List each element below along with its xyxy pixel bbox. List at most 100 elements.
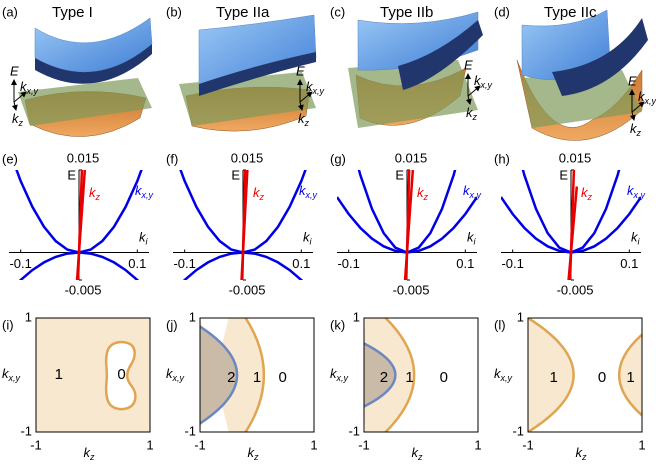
- series-label: kz: [581, 185, 593, 202]
- y-tick-label: 0.015: [395, 150, 428, 165]
- y-tick-label: 1: [25, 309, 32, 324]
- axis-kxy-label: kx,y: [638, 89, 656, 106]
- panel-title: Type I: [52, 4, 93, 21]
- x-tick-label: 1: [310, 437, 317, 452]
- series-label-sub: z: [587, 192, 593, 202]
- panel-label: (f): [166, 151, 178, 166]
- axis-e-label: E: [296, 63, 305, 78]
- series-label-sub: x,y: [141, 190, 154, 200]
- regions: [36, 318, 150, 432]
- region-label: 2: [227, 369, 235, 386]
- x-tick-label: 1: [638, 437, 645, 452]
- x-axis-label: ki: [467, 230, 477, 247]
- y-axis-label-sub: x,y: [500, 373, 513, 383]
- region-label: 1: [626, 369, 634, 386]
- x-tick-label: -1: [522, 437, 534, 452]
- y-axis-label: kx,y: [2, 366, 21, 383]
- axis-kz-label: kz: [630, 121, 642, 138]
- x-axis-label: kz: [84, 445, 96, 462]
- panel-label: (k): [330, 317, 345, 332]
- y-tick-label: 0.015: [67, 150, 100, 165]
- x-tick-label: 1: [146, 437, 153, 452]
- axis-kxy-label-sub: x,y: [312, 86, 325, 96]
- axis-kxy-label-sub: x,y: [644, 96, 656, 106]
- x-axis-label-sub: z: [417, 452, 423, 462]
- axis-kxy-label-sub: x,y: [26, 86, 39, 96]
- region-label: 1: [549, 369, 557, 386]
- x-tick-label: -0.1: [501, 256, 523, 271]
- y-axis-label: kx,y: [494, 366, 513, 383]
- series-label: kz: [89, 185, 101, 202]
- y-axis-label: E: [395, 167, 404, 182]
- figure: (a)Type IEkx,ykz(b)Type IIaEkx,ykz(c)Typ…: [0, 0, 656, 466]
- panel-title: Type IIb: [380, 4, 433, 21]
- region-fill: [36, 318, 150, 432]
- axis-kxy-label: kx,y: [474, 73, 493, 90]
- axis-e-label: E: [10, 63, 19, 78]
- y-tick-label: -0.005: [393, 282, 430, 297]
- x-axis-label-sub: i: [310, 237, 313, 247]
- series-label: kx,y: [627, 183, 646, 200]
- region-label: 0: [598, 369, 606, 386]
- page: (a)Type IEkx,ykz(b)Type IIaEkx,ykz(c)Typ…: [0, 0, 656, 466]
- x-tick-label: 0.1: [292, 256, 310, 271]
- x-axis-label: ki: [139, 230, 149, 247]
- x-tick-label: 0.1: [128, 256, 146, 271]
- x-tick-label: -0.1: [337, 256, 359, 271]
- series-label-sub: z: [423, 192, 429, 202]
- axis-kz-label-sub: z: [636, 128, 642, 138]
- axis-kxy-label: kx,y: [306, 79, 325, 96]
- panel-label: (j): [166, 317, 178, 332]
- panel-label: (e): [2, 151, 18, 166]
- x-axis-label: ki: [303, 230, 313, 247]
- x-tick-label: 0.1: [620, 256, 638, 271]
- x-tick-label: -0.1: [173, 256, 195, 271]
- y-axis-label-sub: x,y: [8, 373, 21, 383]
- x-axis-label: ki: [631, 230, 641, 247]
- y-tick-label: 0.015: [231, 150, 264, 165]
- x-axis-label-sub: i: [638, 237, 641, 247]
- series-label: kx,y: [299, 183, 318, 200]
- series-label-sub: z: [259, 192, 265, 202]
- y-tick-label: 0.015: [559, 150, 592, 165]
- axis-e-label: E: [464, 57, 473, 72]
- x-axis-label: kz: [576, 445, 588, 462]
- region-label: 2: [380, 369, 388, 386]
- x-tick-label: -1: [194, 437, 206, 452]
- x-tick-label: 1: [474, 437, 481, 452]
- region-label: 1: [405, 369, 413, 386]
- y-tick-label: -0.005: [229, 282, 266, 297]
- y-axis-label-sub: x,y: [336, 373, 349, 383]
- y-tick-label: 1: [353, 309, 360, 324]
- series-label-sub: z: [95, 192, 101, 202]
- y-tick-label: -1: [184, 423, 196, 438]
- y-axis-label: kx,y: [330, 366, 349, 383]
- surface-sketch: [18, 18, 152, 137]
- x-axis-label-sub: z: [581, 452, 587, 462]
- y-tick-label: -1: [20, 423, 32, 438]
- panel-label: (l): [494, 317, 506, 332]
- region-label: 0: [278, 369, 286, 386]
- region-label: 0: [117, 366, 125, 383]
- panel-label: (c): [330, 4, 345, 19]
- y-axis-label: E: [231, 167, 240, 182]
- region-label: 0: [440, 369, 448, 386]
- x-axis-label-sub: z: [89, 452, 95, 462]
- region-label: 1: [253, 369, 261, 386]
- y-tick-label: -0.005: [557, 282, 594, 297]
- axis-kz-label: kz: [298, 111, 310, 128]
- x-tick-label: -1: [358, 437, 370, 452]
- panel-title: Type IIa: [216, 4, 270, 21]
- x-axis-label-sub: i: [146, 237, 149, 247]
- region-label: 1: [55, 366, 63, 383]
- region-fill: [619, 298, 656, 452]
- axis-e-label: E: [628, 73, 637, 88]
- y-axis-label: E: [559, 167, 568, 182]
- x-axis-label: kz: [248, 445, 260, 462]
- panel-label: (a): [2, 4, 18, 19]
- x-tick-label: 0.1: [456, 256, 474, 271]
- x-axis-label: kz: [412, 445, 424, 462]
- axis-kz-label-sub: z: [472, 112, 478, 122]
- y-tick-label: 1: [517, 309, 524, 324]
- series-label: kz: [253, 185, 265, 202]
